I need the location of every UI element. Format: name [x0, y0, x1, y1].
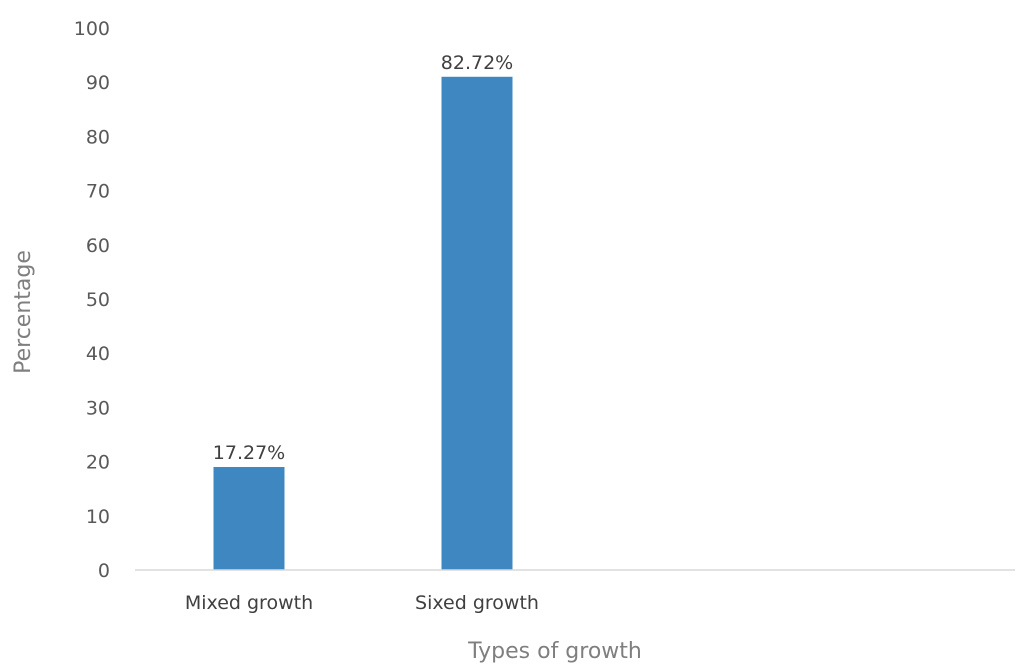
y-axis-title: Percentage — [11, 250, 36, 374]
y-tick-label: 60 — [86, 235, 110, 257]
y-tick-label: 100 — [74, 18, 110, 40]
bar-data-label: 82.72% — [441, 52, 513, 74]
y-tick-label: 30 — [86, 397, 110, 419]
x-axis-category-labels: Mixed growth Sixed growth — [185, 592, 539, 614]
bar — [441, 76, 513, 570]
y-tick-label: 90 — [86, 72, 110, 94]
y-tick-label: 70 — [86, 181, 110, 203]
y-tick-label: 20 — [86, 452, 110, 474]
y-tick-label: 40 — [86, 343, 110, 365]
y-axis-ticks: 0 10 20 30 40 50 60 70 80 90 100 — [74, 18, 110, 582]
x-category-label: Sixed growth — [415, 592, 539, 614]
x-axis-title: Types of growth — [467, 639, 642, 664]
data-labels-group: 17.27% 82.72% — [213, 52, 513, 464]
bar-data-label: 17.27% — [213, 442, 285, 464]
y-tick-label: 50 — [86, 289, 110, 311]
y-tick-label: 10 — [86, 506, 110, 528]
x-category-label: Mixed growth — [185, 592, 313, 614]
y-tick-label: 0 — [98, 560, 110, 582]
y-tick-label: 80 — [86, 126, 110, 148]
bars-group — [213, 76, 513, 570]
bar — [213, 467, 285, 570]
